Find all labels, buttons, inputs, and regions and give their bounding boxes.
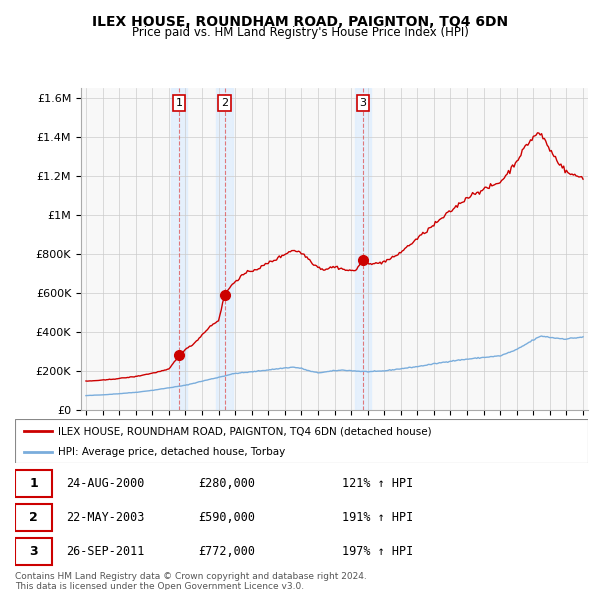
Text: ILEX HOUSE, ROUNDHAM ROAD, PAIGNTON, TQ4 6DN: ILEX HOUSE, ROUNDHAM ROAD, PAIGNTON, TQ4…: [92, 15, 508, 29]
Text: 2: 2: [29, 511, 38, 525]
Text: 24-AUG-2000: 24-AUG-2000: [67, 477, 145, 490]
Text: 1: 1: [29, 477, 38, 490]
Text: 191% ↑ HPI: 191% ↑ HPI: [341, 511, 413, 525]
Text: 22-MAY-2003: 22-MAY-2003: [67, 511, 145, 525]
Text: £280,000: £280,000: [199, 477, 256, 490]
Text: 1: 1: [176, 98, 182, 108]
Text: 197% ↑ HPI: 197% ↑ HPI: [341, 545, 413, 558]
Text: HPI: Average price, detached house, Torbay: HPI: Average price, detached house, Torb…: [58, 447, 285, 457]
Text: 26-SEP-2011: 26-SEP-2011: [67, 545, 145, 558]
Bar: [15, 504, 52, 531]
Bar: [217, 88, 233, 410]
Text: £772,000: £772,000: [199, 545, 256, 558]
Text: This data is licensed under the Open Government Licence v3.0.: This data is licensed under the Open Gov…: [15, 582, 304, 590]
Text: 2: 2: [221, 98, 228, 108]
Bar: [15, 470, 52, 497]
Text: Contains HM Land Registry data © Crown copyright and database right 2024.: Contains HM Land Registry data © Crown c…: [15, 572, 367, 581]
Text: 121% ↑ HPI: 121% ↑ HPI: [341, 477, 413, 490]
Text: 3: 3: [359, 98, 366, 108]
Text: ILEX HOUSE, ROUNDHAM ROAD, PAIGNTON, TQ4 6DN (detached house): ILEX HOUSE, ROUNDHAM ROAD, PAIGNTON, TQ4…: [58, 427, 431, 436]
Bar: [15, 538, 52, 565]
Text: Price paid vs. HM Land Registry's House Price Index (HPI): Price paid vs. HM Land Registry's House …: [131, 26, 469, 39]
Text: £590,000: £590,000: [199, 511, 256, 525]
Text: 3: 3: [29, 545, 38, 558]
Bar: [171, 88, 187, 410]
Bar: [355, 88, 371, 410]
